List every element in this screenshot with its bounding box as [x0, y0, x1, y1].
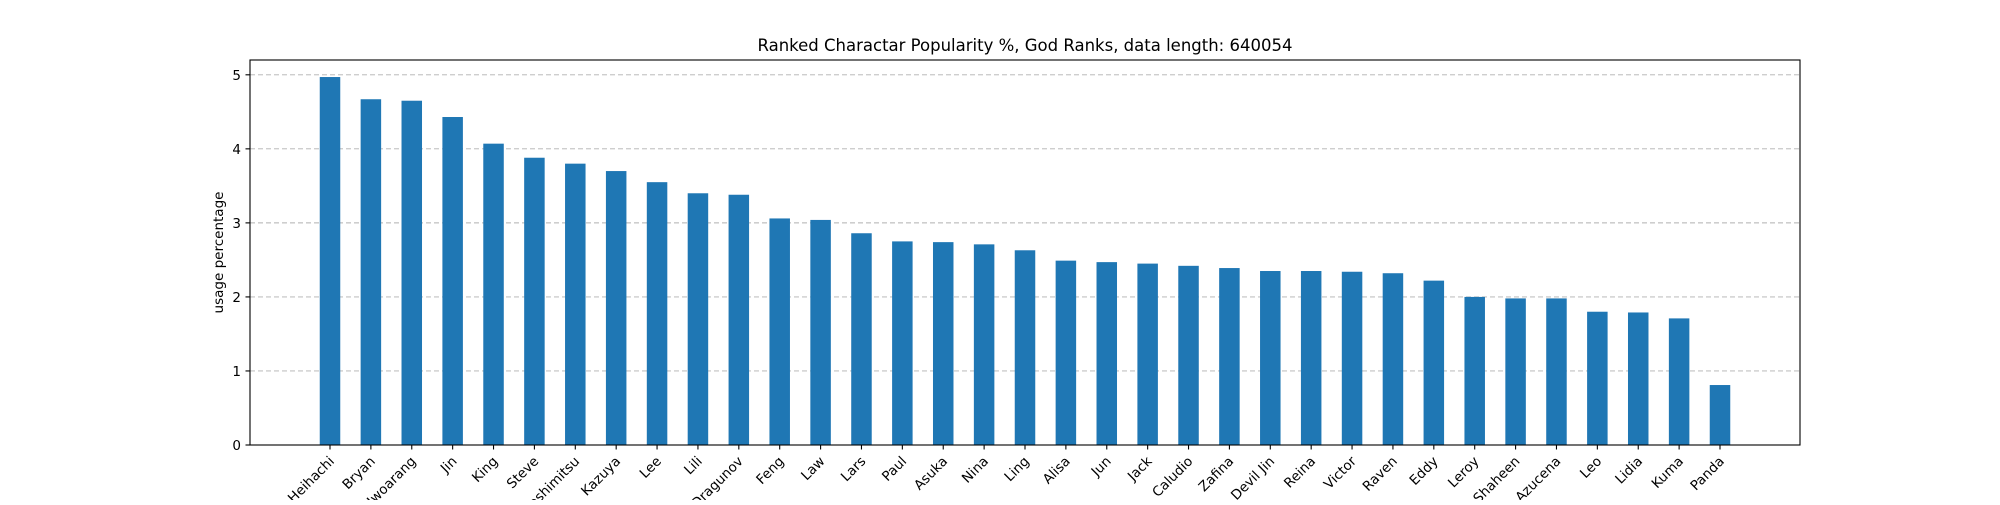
y-tick-label: 2	[232, 290, 241, 306]
x-tick-label: Paul	[879, 454, 910, 485]
x-tick-label: Leroy	[1445, 454, 1483, 492]
x-tick-label: Jin	[437, 454, 461, 478]
x-tick-label: Heihachi	[285, 454, 338, 500]
bar	[1709, 385, 1731, 445]
y-tick-label: 0	[232, 438, 241, 454]
y-axis-label: usage percentage	[211, 192, 227, 314]
bar	[769, 218, 790, 445]
x-tick-label: Bryan	[339, 454, 378, 493]
y-tick-label: 1	[232, 364, 241, 380]
x-tick-label: Nina	[959, 454, 992, 487]
bar	[1178, 265, 1199, 445]
bar	[401, 100, 423, 445]
bar-layer	[319, 77, 1731, 446]
bar	[1219, 268, 1240, 445]
bar	[1587, 311, 1608, 445]
x-tick-label: Panda	[1687, 454, 1727, 494]
x-tick-label: Leo	[1577, 454, 1605, 482]
x-tick-label: Raven	[1360, 454, 1401, 495]
bar	[1055, 260, 1077, 445]
bar	[1260, 271, 1281, 445]
bar	[973, 244, 995, 445]
bar	[1137, 263, 1158, 445]
bar	[360, 99, 382, 445]
bar	[442, 117, 463, 445]
x-tick-label: Law	[798, 454, 828, 484]
x-tick-label: Lee	[637, 454, 665, 482]
x-tick-label: Devil Jin	[1228, 454, 1278, 500]
x-tick-label: Steve	[504, 454, 543, 493]
x-tick-label: King	[469, 454, 501, 486]
y-tick-label: 3	[232, 216, 241, 232]
x-tick-label: Alisa	[1040, 454, 1074, 488]
x-tick-label: Azucena	[1512, 454, 1564, 500]
x-tick-label: Jack	[1124, 453, 1156, 485]
x-tick-label: Eddy	[1407, 454, 1442, 489]
bar	[1300, 271, 1322, 445]
bar	[1014, 250, 1036, 445]
bar	[687, 193, 709, 445]
bar	[728, 194, 750, 445]
bar	[483, 143, 504, 446]
bar	[1423, 280, 1445, 445]
bar	[1096, 262, 1118, 445]
x-tick-label: Reina	[1281, 454, 1319, 492]
x-tick-label: Lidia	[1612, 454, 1646, 488]
bar	[851, 233, 872, 445]
bar	[1546, 298, 1567, 445]
y-axis: 0 1 2 3 4 5	[232, 68, 250, 454]
bar	[1627, 312, 1649, 445]
x-tick-label: Kazuya	[578, 454, 624, 500]
bar	[565, 163, 586, 445]
bar	[932, 242, 954, 445]
bar	[892, 241, 913, 445]
x-tick-label: Victor	[1321, 453, 1360, 492]
x-tick-label: Jun	[1088, 454, 1115, 481]
y-tick-label: 4	[232, 142, 241, 158]
bar	[319, 77, 341, 446]
bar	[810, 219, 831, 445]
bar	[1341, 271, 1363, 445]
bar	[605, 171, 627, 446]
x-tick-label: Kuma	[1649, 454, 1687, 492]
x-tick-label: Lili	[681, 454, 706, 479]
x-tick-label: Ling	[1001, 454, 1032, 485]
bar	[524, 157, 545, 445]
bar	[1505, 298, 1526, 445]
y-tick-label: 5	[232, 68, 241, 84]
bar	[1382, 273, 1404, 445]
x-tick-label: Asuka	[911, 454, 951, 494]
chart-title: Ranked Charactar Popularity %, God Ranks…	[758, 36, 1293, 55]
bar	[1464, 296, 1485, 445]
x-tick-label: Feng	[753, 454, 787, 488]
grid-layer	[250, 74, 1800, 372]
x-tick-label: Caludio	[1149, 454, 1196, 500]
bar	[646, 182, 668, 446]
x-tick-label: Lars	[838, 454, 869, 485]
bar	[1668, 318, 1690, 445]
